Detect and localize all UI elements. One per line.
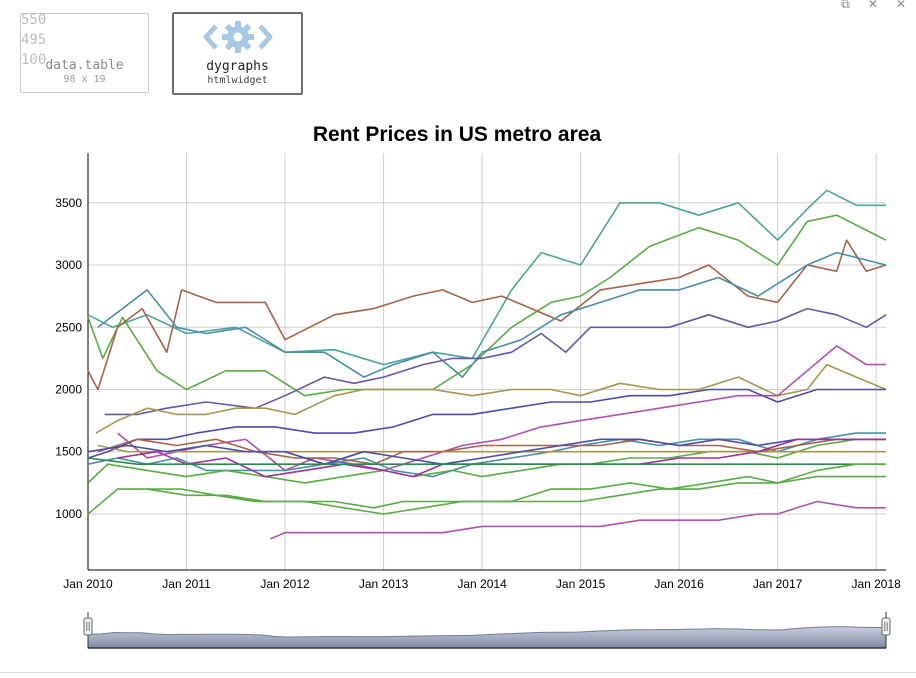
range-selector-overview	[87, 626, 887, 649]
y-tick-label: 2500	[55, 320, 82, 334]
y-tick-label: 3000	[55, 258, 82, 272]
x-tick-label: Jan 2013	[359, 577, 409, 591]
ghost-value: 100	[21, 52, 47, 68]
series-line-4	[97, 251, 887, 378]
series-line-13	[87, 438, 886, 466]
tab-subtitle: 98 x 19	[63, 74, 106, 85]
series-line-3	[87, 239, 887, 391]
tab-data-table[interactable]: 550 495 100 data.table 98 x 19	[20, 13, 149, 93]
series-line-10	[87, 438, 886, 484]
series-line-6	[95, 363, 887, 434]
x-tick-label: Jan 2016	[654, 577, 704, 591]
tab-dygraphs[interactable]: dygraphs htmlwidget	[172, 12, 303, 95]
series-line-17	[146, 475, 886, 515]
ghost-value: 495	[21, 32, 47, 48]
close-icon[interactable]: ✕	[867, 0, 878, 11]
range-handle-right[interactable]	[881, 617, 891, 636]
window-controls: ⧉ ✕ ✕	[841, 0, 906, 11]
series-line-16	[87, 463, 886, 515]
x-tick-label: Jan 2012	[260, 577, 310, 591]
gear-code-icon	[174, 18, 301, 61]
tab-title: dygraphs	[206, 59, 269, 74]
series-line-18	[269, 500, 886, 540]
series-line-7	[117, 345, 886, 472]
range-handle-left[interactable]	[83, 617, 93, 636]
restore-icon[interactable]: ⧉	[841, 0, 850, 11]
x-tick-label: Jan 2015	[556, 577, 606, 591]
y-tick-label: 1500	[55, 445, 82, 459]
rent-prices-chart[interactable]: Rent Prices in US metro area 1000 1500 2000…	[0, 110, 916, 660]
series-line-15	[87, 457, 886, 466]
divider	[0, 672, 916, 673]
tab-title: data.table	[45, 58, 124, 73]
series-line-12	[97, 438, 886, 466]
x-tick-label: Jan 2010	[63, 577, 113, 591]
ghost-value: 550	[21, 13, 47, 28]
x-tick-label: Jan 2018	[851, 577, 901, 591]
y-tick-label: 1000	[55, 507, 82, 521]
y-tick-label: 2000	[55, 383, 82, 397]
series-line-8	[87, 388, 886, 459]
chart-title: Rent Prices in US metro area	[313, 123, 602, 146]
series-line-1	[87, 189, 886, 366]
y-tick-label: 3500	[55, 196, 82, 210]
x-tick-label: Jan 2017	[753, 577, 803, 591]
series-line-2	[87, 214, 887, 397]
x-tick-label: Jan 2014	[457, 577, 507, 591]
tab-subtitle: htmlwidget	[207, 75, 268, 86]
x-tick-label: Jan 2011	[162, 577, 211, 591]
close-pane-icon[interactable]: ✕	[895, 0, 906, 11]
